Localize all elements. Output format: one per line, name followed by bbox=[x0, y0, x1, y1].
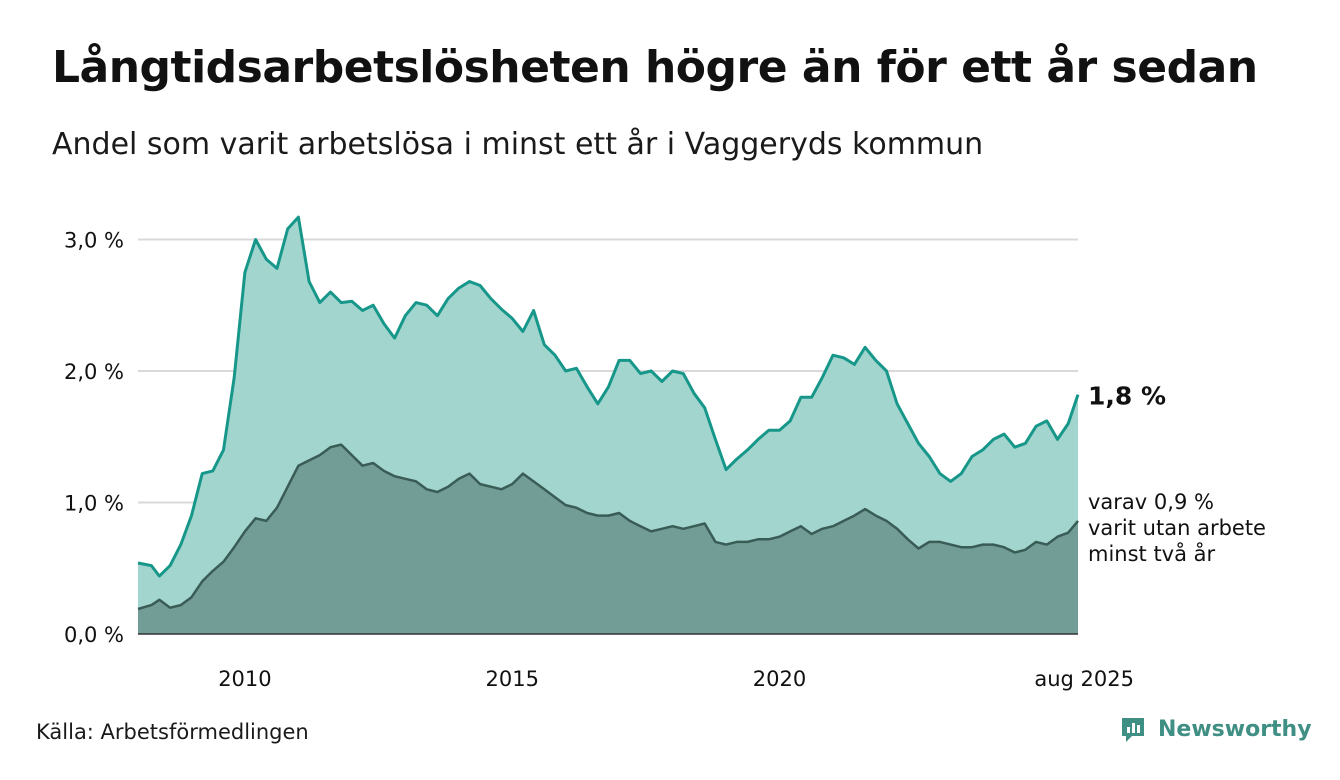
series-2-end-label-line: varav 0,9 % bbox=[1088, 490, 1214, 514]
x-tick-label: 2010 bbox=[218, 667, 271, 691]
chart-subtitle: Andel som varit arbetslösa i minst ett å… bbox=[52, 127, 984, 162]
x-tick-label: 2015 bbox=[485, 667, 538, 691]
axis-labels: 0,0 % 1,0 % 2,0 % 3,0 % 2010 2015 2020 aug 2025 bbox=[64, 228, 1134, 691]
areas bbox=[137, 215, 1080, 635]
newsworthy-logo-icon bbox=[1122, 718, 1144, 742]
y-tick-label: 1,0 % bbox=[64, 491, 124, 515]
area-chart: 0,0 % 1,0 % 2,0 % 3,0 % 2010 2015 2020 aug 2025… bbox=[64, 215, 1266, 691]
series-1-line bbox=[137, 215, 1080, 578]
series-2-line bbox=[137, 443, 1079, 611]
source-note: Källa: Arbetsförmedlingen bbox=[36, 720, 309, 744]
brand-logo[interactable]: Newsworthy bbox=[1118, 714, 1312, 744]
series-2-area bbox=[138, 444, 1078, 634]
y-tick-label: 2,0 % bbox=[64, 360, 124, 384]
series-2-end-label-line: varit utan arbete bbox=[1088, 516, 1266, 540]
y-tick-label: 3,0 % bbox=[64, 228, 124, 252]
series-2-end-label-line: minst två år bbox=[1088, 541, 1216, 566]
chart-title: Långtidsarbetslösheten högre än för ett … bbox=[52, 42, 1258, 93]
brand-name: Newsworthy bbox=[1158, 716, 1312, 742]
x-tick-label: aug 2025 bbox=[1034, 667, 1134, 691]
x-tick-label: 2020 bbox=[753, 667, 806, 691]
y-tick-label: 0,0 % bbox=[64, 623, 124, 647]
series-1-end-label: 1,8 % bbox=[1088, 382, 1166, 411]
